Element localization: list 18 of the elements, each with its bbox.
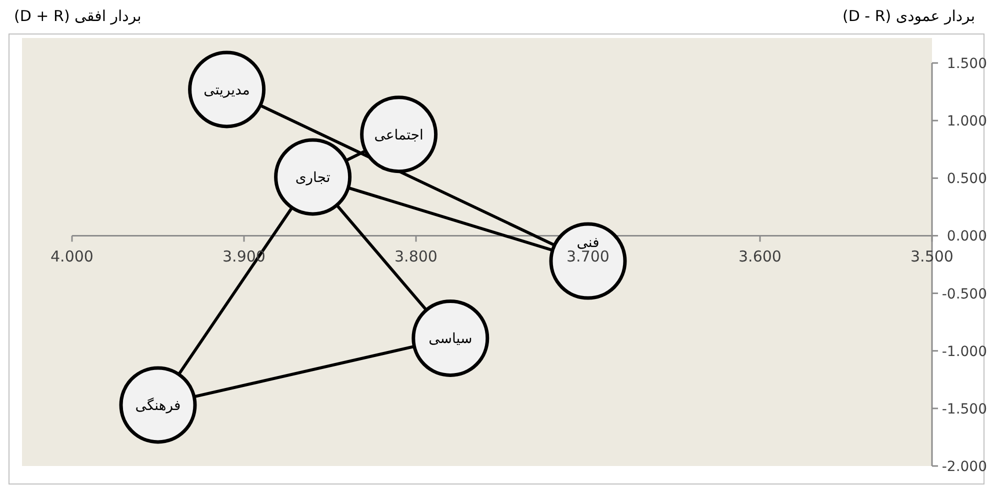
- annotation: مدیریتی: [204, 82, 250, 98]
- xtick: 4.000: [50, 248, 94, 266]
- xlabel: بردار افقی (D + R): [14, 7, 142, 25]
- xtick: 3.800: [394, 248, 438, 266]
- ytick: -2.000: [942, 459, 987, 475]
- ytick: -0.500: [942, 286, 987, 302]
- ytick: 1.500: [946, 56, 987, 72]
- ytick: 0.500: [946, 171, 987, 188]
- ytick: -1.500: [942, 401, 987, 418]
- ytick: 1.000: [946, 114, 987, 130]
- annotation: فرهنگی: [135, 398, 181, 414]
- ylabel: بردار عمودی (D - R): [842, 7, 975, 25]
- xtick: 3.600: [738, 248, 782, 266]
- ytick: 0.000: [946, 228, 987, 245]
- annotation: اجتماعی: [374, 127, 424, 144]
- annotation: تجاری: [295, 170, 330, 186]
- ytick: -1.000: [942, 344, 987, 360]
- annotation: سیاسی: [428, 331, 472, 348]
